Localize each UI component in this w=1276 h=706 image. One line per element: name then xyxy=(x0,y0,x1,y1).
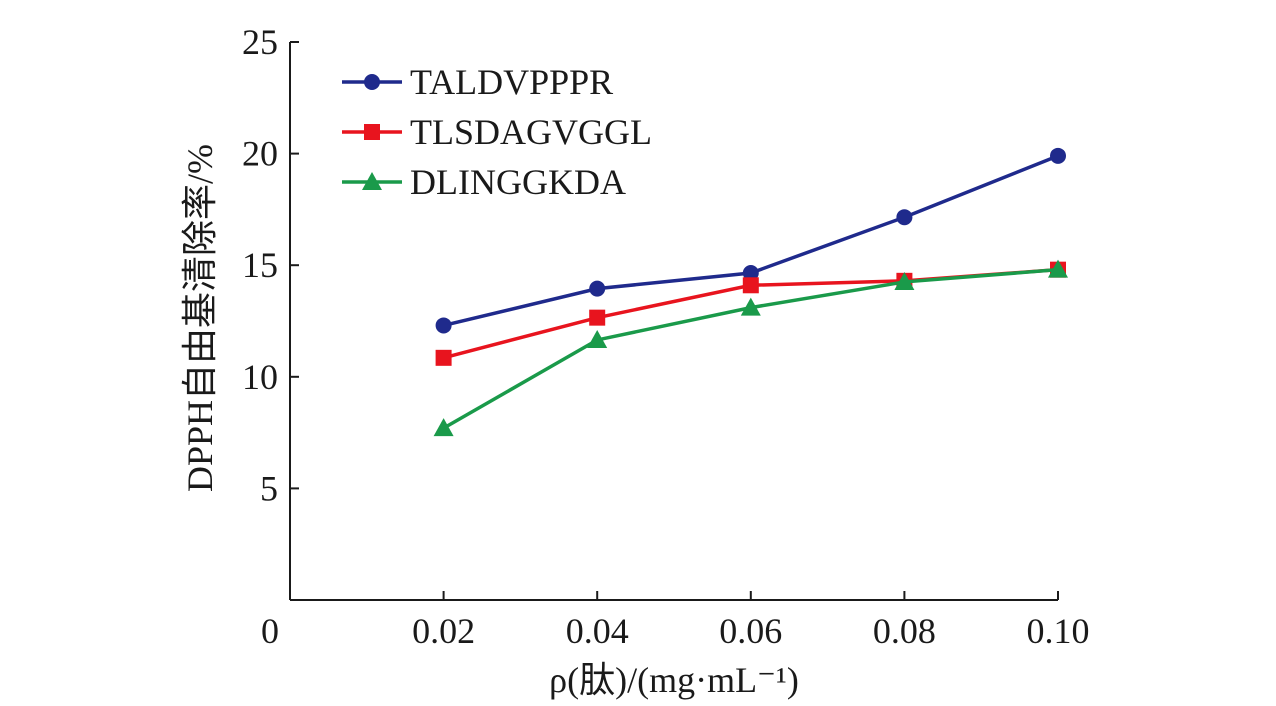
legend-marker xyxy=(362,172,382,190)
x-tick-label: 0 xyxy=(261,611,279,651)
data-point xyxy=(433,418,454,437)
y-tick-label: 20 xyxy=(242,134,278,174)
x-tick-label: 0.06 xyxy=(719,611,782,651)
data-point xyxy=(742,265,759,282)
legend-item: DLINGGKDA xyxy=(342,162,626,202)
x-axis-title: ρ(肽)/(mg·mL⁻¹) xyxy=(549,660,799,700)
y-tick-label: 25 xyxy=(242,22,278,62)
series-DLINGGKDA xyxy=(433,259,1068,437)
data-point xyxy=(740,297,761,316)
data-point xyxy=(589,280,606,297)
x-tick-label: 0.10 xyxy=(1027,611,1090,651)
series-layer xyxy=(433,147,1068,437)
y-tick-label: 5 xyxy=(260,468,278,508)
data-point xyxy=(589,309,606,326)
x-tick-label: 0.08 xyxy=(873,611,936,651)
legend-label: TALDVPPPR xyxy=(410,62,613,102)
y-tick-label: 15 xyxy=(242,245,278,285)
x-tick-label: 0.02 xyxy=(412,611,475,651)
data-point xyxy=(1050,147,1066,164)
legend-label: TLSDAGVGGL xyxy=(410,112,652,152)
legend: TALDVPPPR TLSDAGVGGL DLINGGKDA xyxy=(342,62,652,202)
data-point xyxy=(742,277,759,294)
data-point xyxy=(894,271,915,290)
chart-axes: 0 0.02 0.04 0.06 0.08 0.10 5 10 15 20 25 ρ(肽)/(mg·m… xyxy=(180,22,1090,700)
legend-marker xyxy=(364,74,380,90)
data-point xyxy=(435,349,452,366)
data-point xyxy=(587,329,608,348)
series-TALDVPPPR xyxy=(435,147,1066,334)
legend-label: DLINGGKDA xyxy=(410,162,626,202)
y-axis-title: DPPH自由基清除率/% xyxy=(180,144,220,492)
legend-marker xyxy=(364,124,380,140)
data-point xyxy=(1048,259,1068,278)
series-line xyxy=(442,267,1059,430)
legend-item: TALDVPPPR xyxy=(342,62,613,102)
x-tick-label: 0.04 xyxy=(566,611,629,651)
legend-item: TLSDAGVGGL xyxy=(342,112,652,152)
y-tick-label: 10 xyxy=(242,357,278,397)
data-point xyxy=(896,209,913,226)
data-point xyxy=(435,317,452,334)
